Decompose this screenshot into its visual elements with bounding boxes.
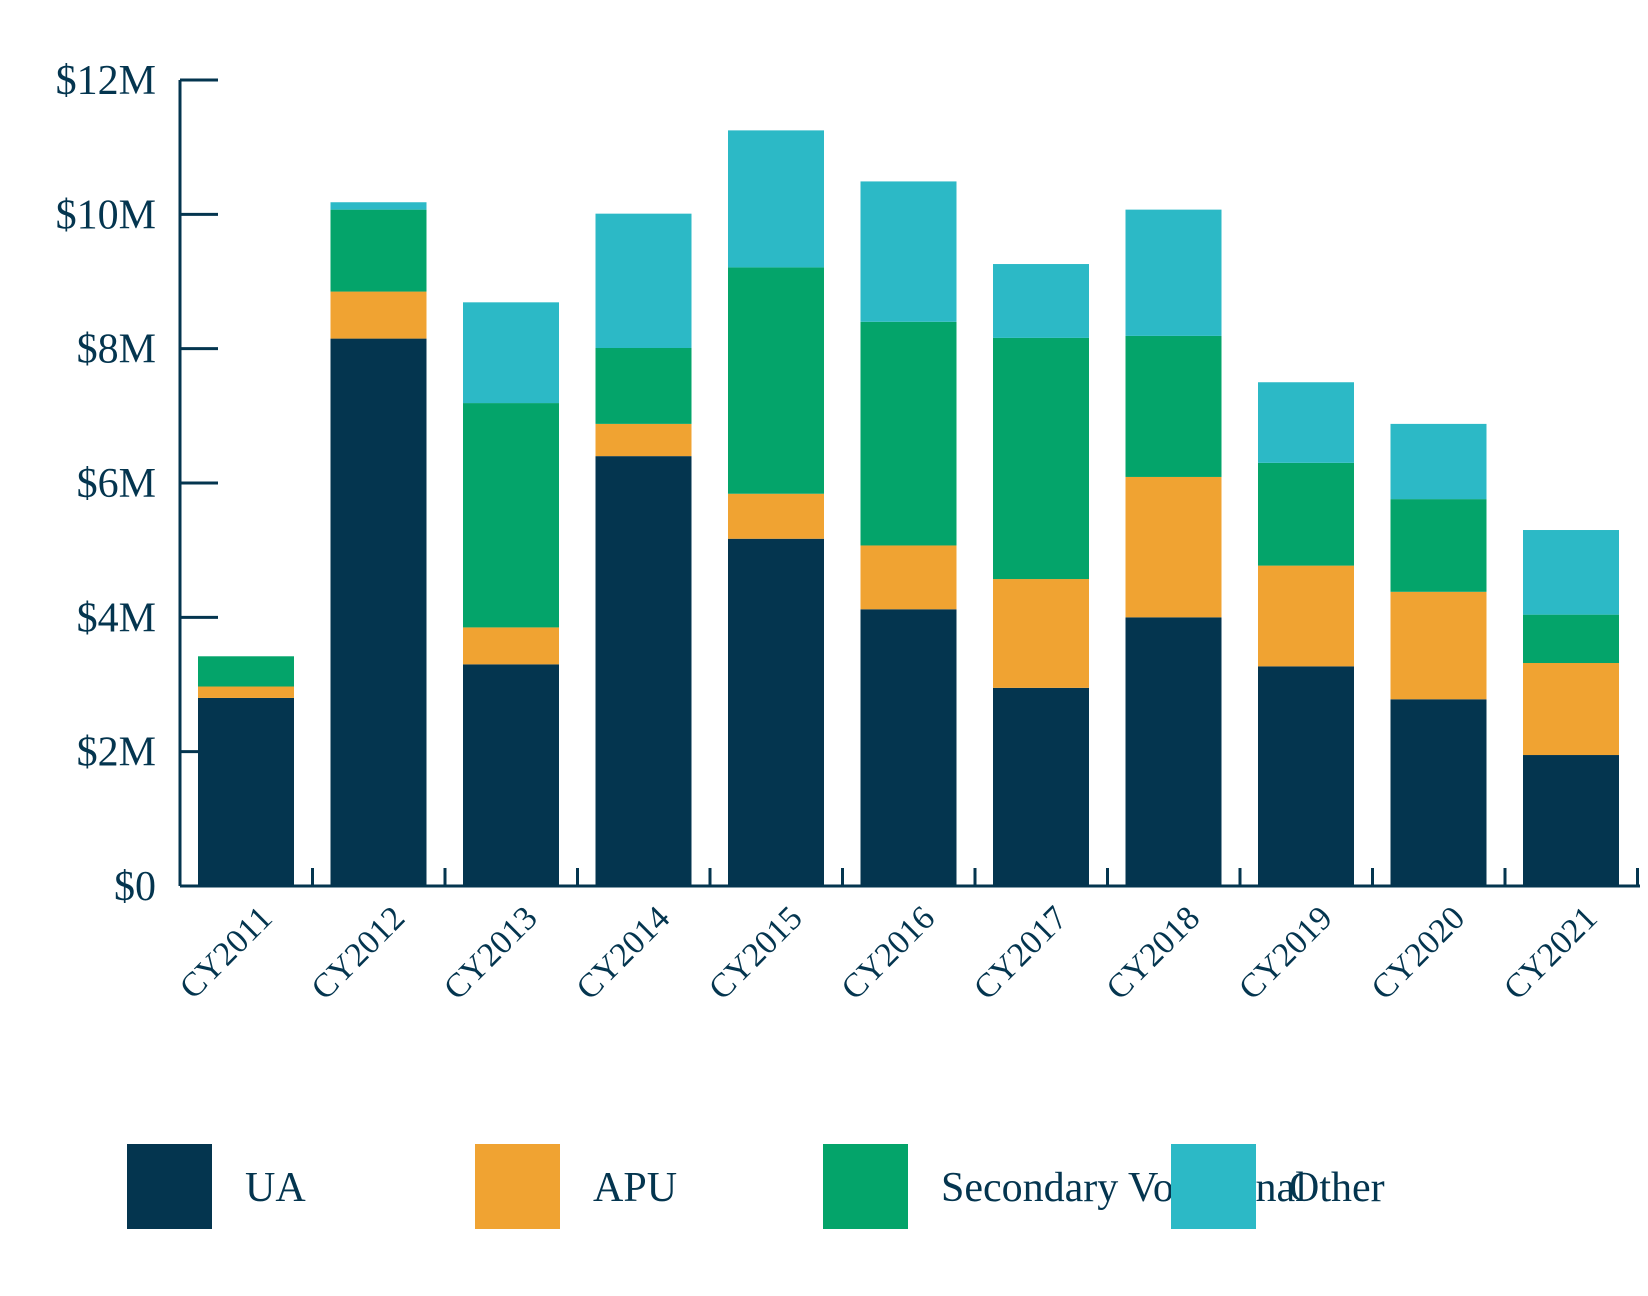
x-tick-label: CY2018 [1100, 899, 1208, 1007]
bar-segment-apu [860, 545, 957, 610]
bar-segment-apu [1258, 565, 1354, 667]
bar-segment-apu [993, 579, 1089, 688]
legend-swatch [475, 1144, 560, 1229]
bar-segment-secondary-vocational [330, 209, 427, 292]
x-tick-label: CY2021 [1497, 899, 1605, 1007]
x-tick-label: CY2013 [437, 899, 545, 1007]
bar-segment-other [993, 264, 1089, 338]
bar-segment-ua [1390, 699, 1487, 886]
y-tick-label: $2M [77, 730, 156, 776]
bars-group [198, 130, 1619, 886]
x-axis: CY2011 CY2012 CY2013 CY2014 CY2015 CY2016 CY20… [173, 868, 1640, 1007]
y-tick-label: $0 [114, 864, 156, 910]
x-tick-label: CY2016 [835, 899, 943, 1007]
bar-segment-ua [860, 609, 957, 886]
bar-segment-apu [728, 493, 824, 539]
bar-segment-ua [728, 538, 824, 886]
bar-segment-secondary-vocational [463, 403, 559, 628]
legend-label: APU [593, 1165, 677, 1211]
bar-segment-ua [1258, 666, 1354, 886]
bar-segment-ua [463, 664, 559, 886]
x-tick-label: CY2015 [702, 899, 810, 1007]
bar-segment-secondary-vocational [595, 347, 692, 424]
bar-segment-other [330, 202, 427, 210]
legend-swatch [1171, 1144, 1256, 1229]
bar-segment-secondary-vocational [728, 267, 824, 494]
bar-segment-other [1390, 423, 1487, 500]
y-tick-label: $8M [77, 327, 156, 373]
legend-swatch [823, 1144, 908, 1229]
bar-segment-ua [595, 456, 692, 886]
bar-segment-other [595, 213, 692, 348]
x-tick-label: CY2020 [1365, 899, 1473, 1007]
bar-segment-apu [1390, 591, 1487, 700]
x-tick-label: CY2019 [1232, 899, 1340, 1007]
y-tick-label: $4M [77, 595, 156, 641]
bar-segment-secondary-vocational [1125, 335, 1222, 477]
bar-segment-other [1258, 382, 1354, 463]
bar-segment-other [463, 302, 559, 404]
y-tick-label: $10M [56, 192, 156, 238]
bar-segment-apu [1125, 476, 1222, 618]
legend-label: UA [245, 1165, 306, 1211]
y-tick-label: $12M [56, 58, 156, 104]
bar-segment-ua [993, 687, 1089, 886]
bar-segment-apu [1523, 663, 1619, 756]
bar-segment-secondary-vocational [1523, 614, 1619, 664]
bar-segment-ua [198, 697, 294, 886]
x-tick-label: CY2012 [305, 899, 413, 1007]
bar-segment-apu [595, 423, 692, 457]
bar-segment-ua [1523, 755, 1619, 886]
bar-segment-other [728, 130, 824, 268]
legend-swatch [127, 1144, 212, 1229]
bar-segment-apu [198, 686, 294, 698]
bar-segment-secondary-vocational [993, 337, 1089, 580]
bar-segment-ua [330, 338, 427, 886]
bar-segment-ua [1125, 617, 1222, 886]
bar-segment-secondary-vocational [1390, 499, 1487, 592]
bar-segment-secondary-vocational [860, 321, 957, 546]
x-tick-label: CY2017 [967, 899, 1075, 1007]
x-tick-label: CY2014 [570, 899, 678, 1007]
bar-segment-other [860, 181, 957, 322]
y-tick-label: $6M [77, 461, 156, 507]
y-axis: $0 $2M $4M $6M $8M $10M $12M [56, 58, 218, 910]
bar-segment-secondary-vocational [198, 656, 294, 687]
bar-segment-secondary-vocational [1258, 462, 1354, 566]
bar-segment-apu [330, 291, 427, 339]
bar-segment-other [1523, 530, 1619, 615]
legend-label: Other [1289, 1165, 1385, 1211]
x-tick-label: CY2011 [173, 899, 280, 1006]
bar-segment-apu [463, 627, 559, 665]
bar-segment-other [1125, 209, 1222, 336]
